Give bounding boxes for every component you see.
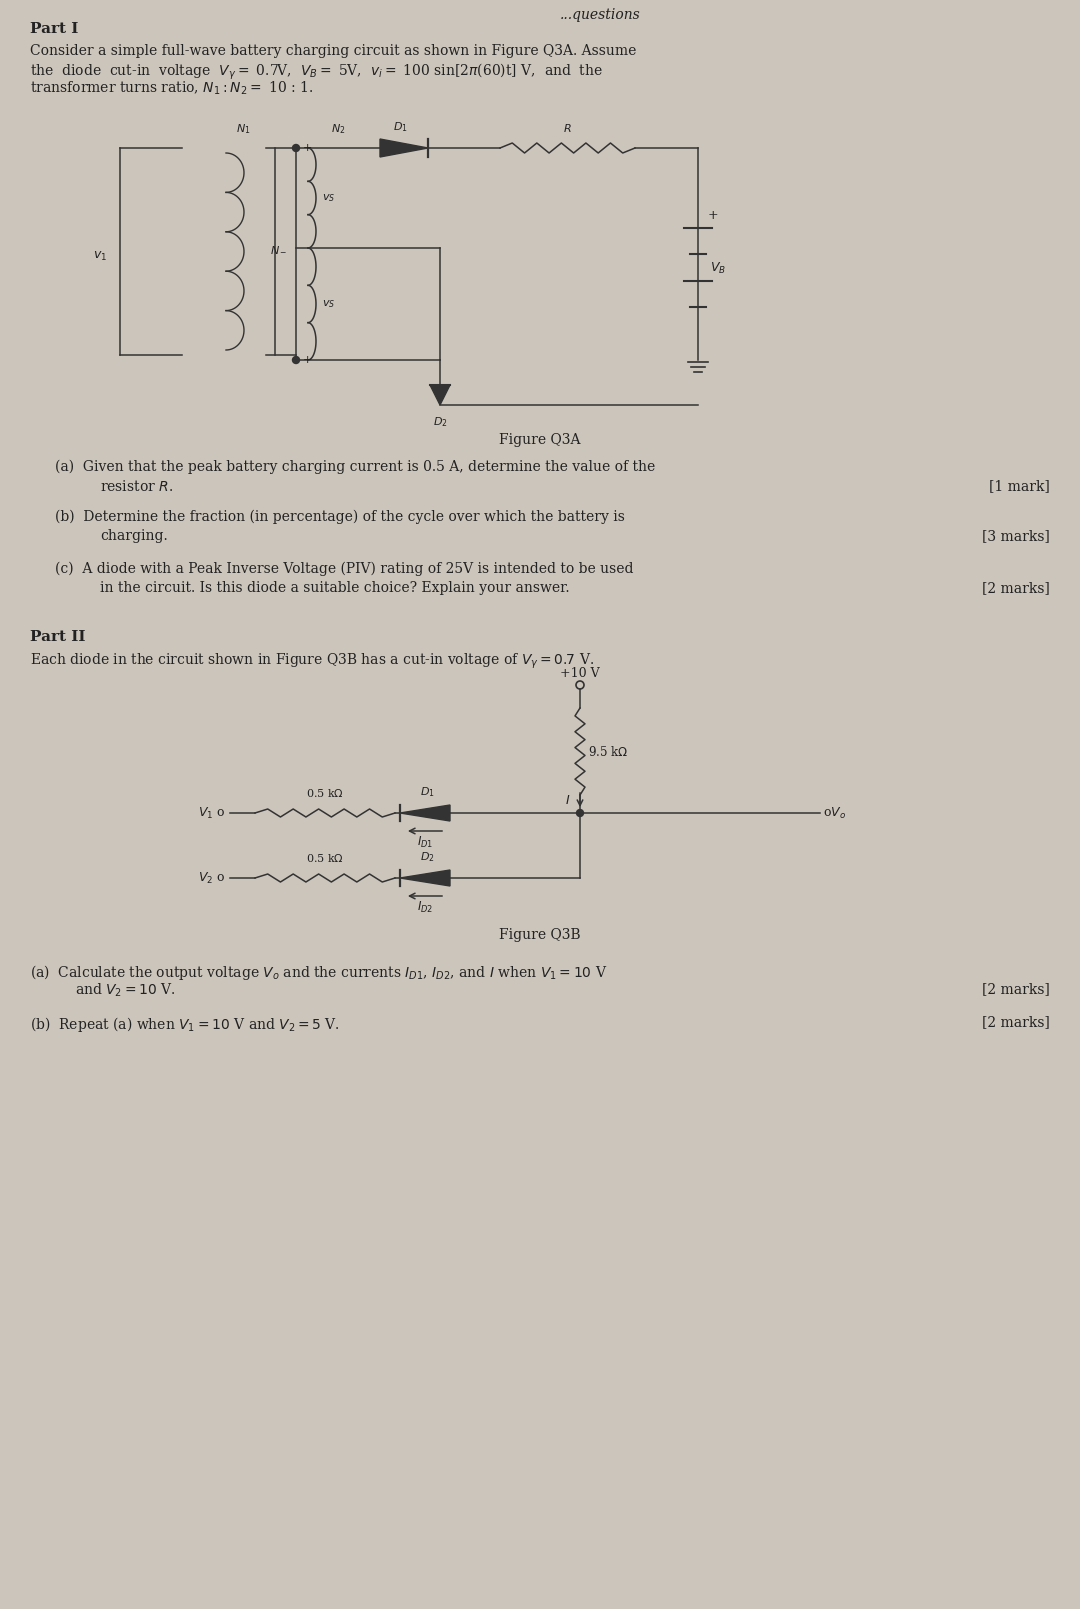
Text: (a)  Calculate the output voltage $V_o$ and the currents $I_{D1}$, $I_{D2}$, and: (a) Calculate the output voltage $V_o$ a…: [30, 964, 607, 981]
Text: transformer turns ratio, $N_1 : N_2 =$ 10 : 1.: transformer turns ratio, $N_1 : N_2 =$ 1…: [30, 80, 313, 98]
Text: $N_2$: $N_2$: [330, 122, 346, 137]
Text: Figure Q3B: Figure Q3B: [499, 928, 581, 941]
Text: +10 V: +10 V: [561, 668, 599, 681]
Text: $N_-$: $N_-$: [270, 245, 287, 256]
Text: Consider a simple full-wave battery charging circuit as shown in Figure Q3A. Ass: Consider a simple full-wave battery char…: [30, 43, 636, 58]
Circle shape: [293, 145, 299, 151]
Text: the  diode  cut-in  voltage  $V_\gamma =$ 0.7V,  $V_B =$ 5V,  $v_i =$ 100 sin[2$: the diode cut-in voltage $V_\gamma =$ 0.…: [30, 63, 603, 82]
Polygon shape: [400, 870, 450, 887]
Text: +: +: [303, 143, 312, 153]
Text: (b)  Determine the fraction (in percentage) of the cycle over which the battery : (b) Determine the fraction (in percentag…: [55, 510, 625, 525]
Text: [3 marks]: [3 marks]: [982, 529, 1050, 542]
Text: $N_1$: $N_1$: [235, 122, 251, 137]
Text: 0.5 k$\Omega$: 0.5 k$\Omega$: [306, 787, 345, 800]
Text: Each diode in the circuit shown in Figure Q3B has a cut-in voltage of $V_\gamma : Each diode in the circuit shown in Figur…: [30, 652, 594, 671]
Text: 9.5 k$\Omega$: 9.5 k$\Omega$: [588, 745, 629, 758]
Text: in the circuit. Is this diode a suitable choice? Explain your answer.: in the circuit. Is this diode a suitable…: [100, 581, 569, 595]
Circle shape: [577, 809, 583, 816]
Text: $I_{D1}$: $I_{D1}$: [417, 835, 433, 850]
Text: [2 marks]: [2 marks]: [982, 581, 1050, 595]
Text: $I_{D2}$: $I_{D2}$: [417, 899, 433, 916]
Text: $D_2$: $D_2$: [433, 415, 447, 430]
Text: Part II: Part II: [30, 631, 85, 644]
Text: $V_2$ o: $V_2$ o: [198, 870, 225, 885]
Text: 0.5 k$\Omega$: 0.5 k$\Omega$: [306, 853, 345, 864]
Text: [2 marks]: [2 marks]: [982, 1015, 1050, 1030]
Text: +: +: [708, 209, 718, 222]
Text: and $V_2 = 10$ V.: and $V_2 = 10$ V.: [75, 981, 176, 999]
Text: $D_1$: $D_1$: [420, 785, 434, 800]
Circle shape: [293, 357, 299, 364]
Text: $v_1$: $v_1$: [93, 249, 107, 262]
Text: resistor $R$.: resistor $R$.: [100, 479, 173, 494]
Text: $D_2$: $D_2$: [420, 850, 434, 864]
Text: $I$: $I$: [565, 793, 570, 806]
Text: [2 marks]: [2 marks]: [982, 981, 1050, 996]
Text: $v_S$: $v_S$: [322, 298, 335, 311]
Text: (a)  Given that the peak battery charging current is 0.5 A, determine the value : (a) Given that the peak battery charging…: [55, 460, 656, 475]
Text: $R$: $R$: [563, 122, 571, 134]
Text: $V_B$: $V_B$: [710, 261, 726, 275]
Text: o$V_o$: o$V_o$: [823, 806, 846, 821]
Text: [1 mark]: [1 mark]: [989, 479, 1050, 492]
Text: +: +: [303, 356, 312, 365]
Text: charging.: charging.: [100, 529, 167, 542]
Text: $V_1$ o: $V_1$ o: [198, 806, 225, 821]
Polygon shape: [400, 804, 450, 821]
Polygon shape: [430, 385, 450, 405]
Text: $D_1$: $D_1$: [393, 121, 407, 134]
Text: $v_S$: $v_S$: [322, 191, 335, 204]
Text: (c)  A diode with a Peak Inverse Voltage (PIV) rating of 25V is intended to be u: (c) A diode with a Peak Inverse Voltage …: [55, 562, 634, 576]
Text: (b)  Repeat (a) when $V_1 = 10$ V and $V_2 = 5$ V.: (b) Repeat (a) when $V_1 = 10$ V and $V_…: [30, 1015, 340, 1035]
Polygon shape: [380, 138, 428, 158]
Text: Part I: Part I: [30, 23, 79, 35]
Text: Figure Q3A: Figure Q3A: [499, 433, 581, 447]
Text: ...questions: ...questions: [559, 8, 640, 23]
